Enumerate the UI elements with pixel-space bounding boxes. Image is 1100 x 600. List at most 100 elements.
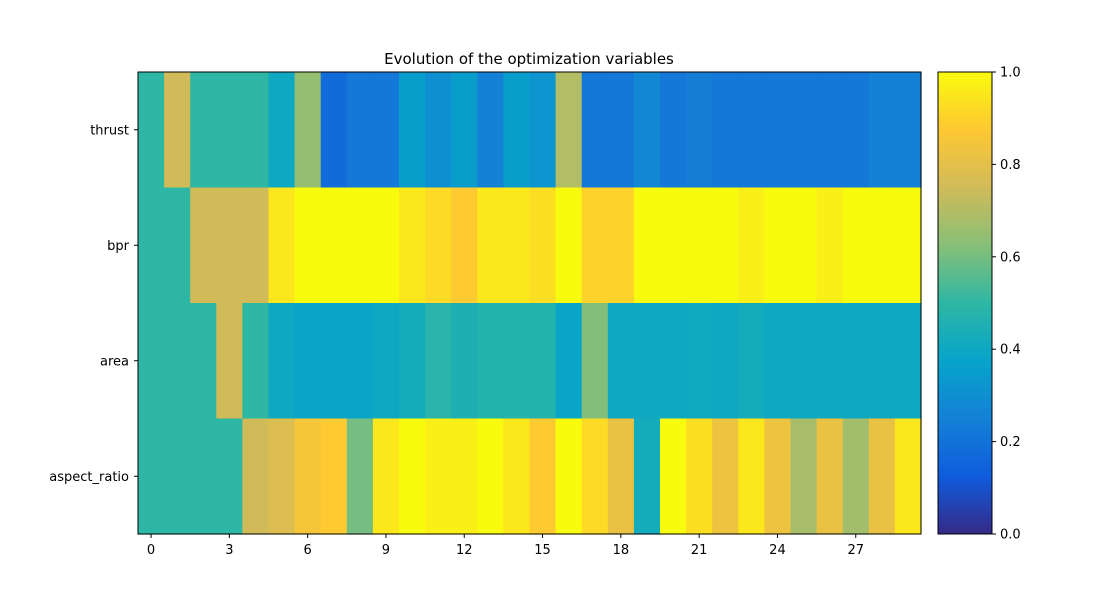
heatmap-cell — [816, 303, 844, 420]
heatmap-cell — [164, 187, 191, 304]
heatmap-cell — [738, 303, 765, 420]
heatmap-cell — [607, 72, 635, 189]
heatmap-cell — [660, 418, 687, 535]
heatmap-cell — [764, 303, 792, 420]
heatmap-cell — [190, 303, 217, 420]
heatmap-cell — [633, 72, 661, 189]
heatmap-cell — [607, 187, 635, 304]
heatmap-cell — [686, 187, 713, 304]
x-tick-label: 12 — [456, 543, 473, 558]
colorbar-tick-label: 0.0 — [1000, 528, 1021, 543]
colorbar-axis: 0.0 0.2 0.4 0.6 0.8 1.0 — [992, 66, 1021, 543]
heatmap-cell — [399, 303, 426, 420]
heatmap-cell — [868, 303, 896, 420]
heatmap-cell — [555, 418, 583, 535]
heatmap-cell — [842, 72, 870, 189]
heatmap-cell — [868, 418, 896, 535]
x-tick-label: 24 — [769, 543, 786, 558]
heatmap-cell — [346, 303, 374, 420]
heatmap-cell — [660, 187, 687, 304]
colorbar-tick-label: 0.4 — [1000, 343, 1021, 358]
heatmap-cell — [764, 72, 792, 189]
heatmap-cell — [686, 418, 713, 535]
heatmap-cell — [294, 303, 322, 420]
heatmap-cell — [712, 72, 739, 189]
heatmap-cell — [346, 72, 374, 189]
heatmap-cell — [503, 418, 531, 535]
x-tick-label: 0 — [147, 543, 155, 558]
x-tick-label: 6 — [304, 543, 312, 558]
heatmap-cell — [164, 72, 191, 189]
heatmap-cell — [894, 72, 922, 189]
heatmap-cell — [216, 418, 243, 535]
heatmap-cell — [372, 418, 400, 535]
heatmap-cell — [346, 418, 374, 535]
y-tick-label: bpr — [107, 239, 130, 254]
heatmap-cell — [842, 303, 870, 420]
heatmap-cell — [320, 418, 348, 535]
heatmap-cell — [372, 303, 400, 420]
heatmap-cell — [477, 72, 504, 189]
y-tick-label: aspect_ratio — [49, 470, 129, 485]
heatmap-cell — [138, 187, 165, 304]
colorbar-tick-label: 1.0 — [1000, 66, 1021, 81]
heatmap-cell — [503, 303, 531, 420]
heatmap-cell — [190, 418, 217, 535]
heatmap-cell — [268, 303, 296, 420]
x-tick-label: 15 — [534, 543, 551, 558]
heatmap-cell — [581, 418, 609, 535]
chart-title: Evolution of the optimization variables — [384, 50, 674, 68]
heatmap-cell — [399, 418, 426, 535]
heatmap-cell — [372, 187, 400, 304]
heatmap-cell — [372, 72, 400, 189]
colorbar-tick-label: 0.8 — [1000, 158, 1021, 173]
heatmap-cell — [138, 418, 165, 535]
heatmap-cell — [451, 418, 478, 535]
heatmap-cell — [633, 187, 661, 304]
heatmap-cell — [738, 72, 765, 189]
heatmap-cell — [216, 303, 243, 420]
heatmap-cell — [477, 303, 504, 420]
colorbar-tick-label: 0.6 — [1000, 250, 1021, 265]
heatmap-cell — [712, 418, 739, 535]
heatmap-cell — [712, 187, 739, 304]
heatmap-cell — [268, 187, 296, 304]
heatmap-cell — [503, 187, 531, 304]
heatmap-cell — [294, 72, 322, 189]
heatmap-cell — [712, 303, 739, 420]
heatmap-cell — [399, 187, 426, 304]
x-tick-label: 21 — [691, 543, 708, 558]
heatmap-cell — [425, 418, 452, 535]
heatmap-cell — [294, 187, 322, 304]
heatmap-cell — [790, 72, 818, 189]
heatmap-cell — [425, 187, 452, 304]
heatmap-cell — [581, 303, 609, 420]
plot-frame — [137, 71, 922, 535]
heatmap-cell — [294, 418, 322, 535]
heatmap-cell — [477, 418, 504, 535]
heatmap-cells — [138, 72, 922, 535]
heatmap-cell — [164, 418, 191, 535]
colorbar-tick-label: 0.2 — [1000, 435, 1021, 450]
x-axis: 0 3 6 9 12 15 18 21 24 27 — [147, 534, 864, 558]
heatmap-cell — [138, 303, 165, 420]
heatmap-cell — [529, 418, 557, 535]
x-tick-label: 18 — [613, 543, 630, 558]
heatmap-cell — [633, 303, 661, 420]
heatmap-cell — [790, 187, 818, 304]
heatmap-cell — [216, 72, 243, 189]
heatmap-cell — [842, 418, 870, 535]
heatmap-cell — [555, 187, 583, 304]
heatmap-cell — [764, 187, 792, 304]
heatmap-cell — [660, 72, 687, 189]
heatmap-cell — [164, 303, 191, 420]
heatmap-cell — [529, 187, 557, 304]
y-tick-label: area — [100, 354, 129, 369]
heatmap-cell — [607, 303, 635, 420]
colorbar — [937, 71, 993, 535]
heatmap-cell — [399, 72, 426, 189]
heatmap-cell — [529, 72, 557, 189]
heatmap-cell — [738, 187, 765, 304]
heatmap-cell — [581, 72, 609, 189]
